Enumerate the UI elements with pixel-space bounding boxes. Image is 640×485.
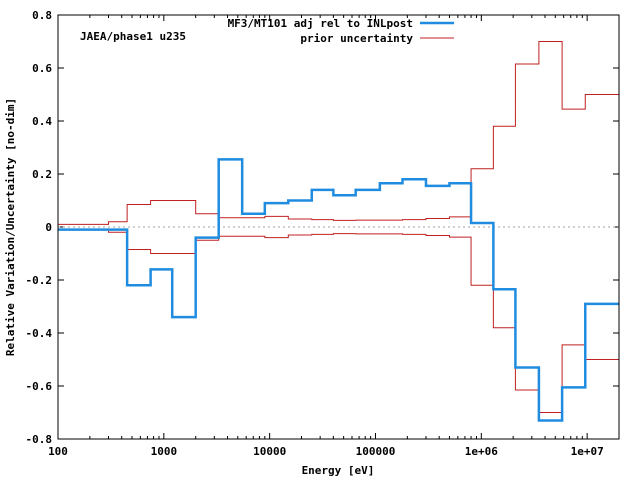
prior-uncertainty-lower <box>58 229 619 413</box>
x-tick-label-0: 100 <box>48 445 68 458</box>
legend-label-adjustment: MF3/MT101 adj rel to INLpost <box>228 17 413 30</box>
y-tick-label-5: -0.2 <box>26 274 53 287</box>
y-tick-label-0: 0.8 <box>32 9 52 22</box>
series-layer <box>58 41 619 422</box>
x-tick-label-2: 10000 <box>253 445 286 458</box>
y-tick-label-1: 0.6 <box>32 62 52 75</box>
x-tick-label-4: 1e+06 <box>465 445 498 458</box>
prior-uncertainty-upper <box>58 41 619 225</box>
x-tick-label-5: 1e+07 <box>571 445 604 458</box>
y-tick-label-4: 0 <box>45 221 52 234</box>
y-tick-label-8: -0.8 <box>26 433 53 446</box>
chart-annotation: JAEA/phase1 u235 <box>80 30 186 43</box>
y-tick-label-3: 0.2 <box>32 168 52 181</box>
adjustment-series <box>58 158 619 422</box>
x-tick-label-3: 100000 <box>356 445 396 458</box>
y-axis-label: Relative Variation/Uncertainty [no-dim] <box>4 98 17 356</box>
plot-frame <box>57 14 620 440</box>
x-axis-label: Energy [eV] <box>302 464 375 477</box>
legend: MF3/MT101 adj rel to INLpost prior uncer… <box>228 17 454 45</box>
x-tick-label-1: 1000 <box>151 445 178 458</box>
legend-label-prior-uncertainty: prior uncertainty <box>300 32 413 45</box>
y-tick-label-6: -0.4 <box>26 327 53 340</box>
y-tick-label-7: -0.6 <box>26 380 53 393</box>
y-tick-label-2: 0.4 <box>32 115 52 128</box>
